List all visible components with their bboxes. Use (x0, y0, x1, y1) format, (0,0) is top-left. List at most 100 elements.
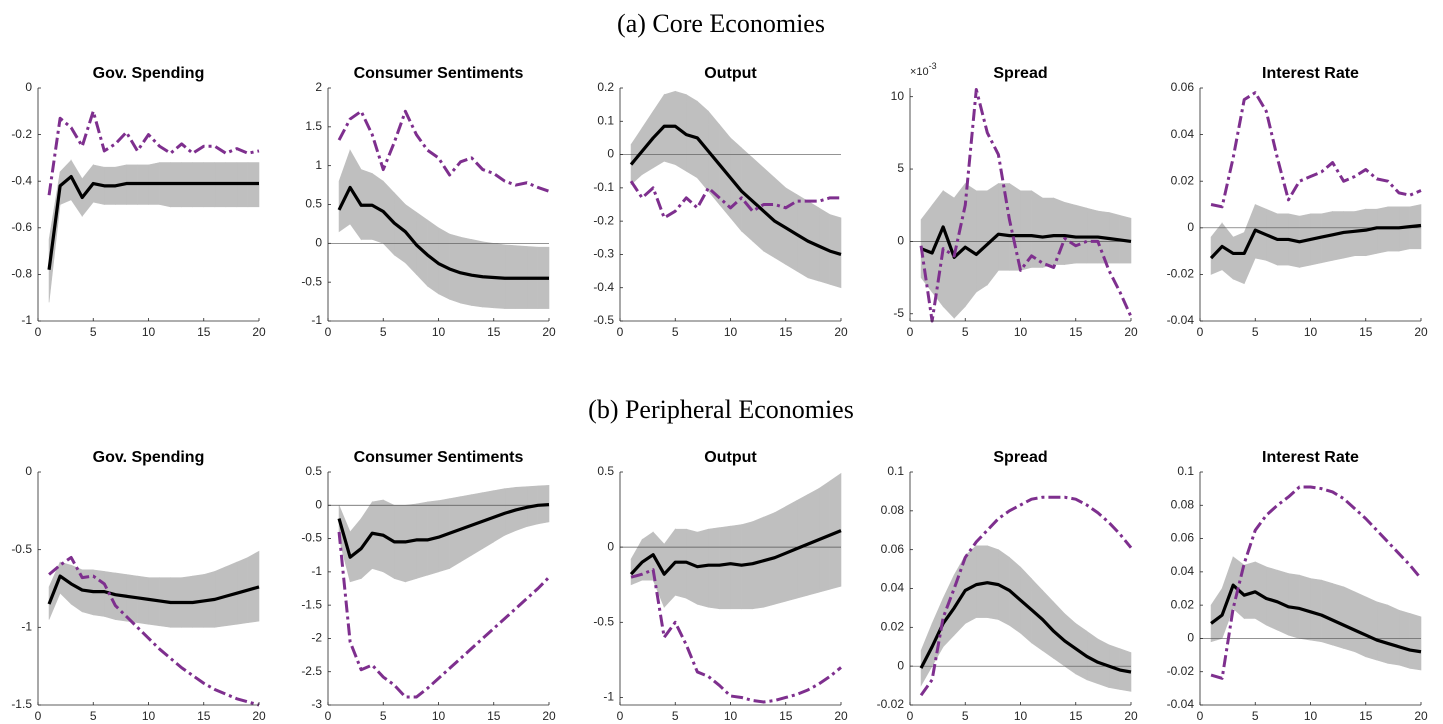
y-tick-label: 0.08 (881, 503, 905, 517)
x-tick-label: 0 (35, 325, 42, 339)
x-tick-label: 5 (672, 325, 679, 339)
section-title: (a) Core Economies (617, 9, 825, 38)
subplot-title: Gov. Spending (93, 449, 205, 466)
x-tick-label: 20 (1414, 709, 1428, 723)
x-tick-label: 10 (142, 709, 156, 723)
y-tick-label: 0.1 (887, 464, 904, 478)
y-tick-label: -0.6 (11, 220, 32, 234)
confidence-band (493, 242, 506, 309)
y-tick-label: -2 (311, 631, 322, 645)
y-tick-label: 10 (891, 89, 905, 103)
confidence-band (1387, 604, 1400, 666)
confidence-band (1042, 197, 1054, 268)
series-line (47, 174, 259, 270)
y-tick-label: 0.5 (597, 464, 614, 478)
subplot-title: Consumer Sentiments (354, 65, 524, 82)
y-tick-label: 0 (1187, 631, 1194, 645)
x-tick-label: 15 (197, 709, 211, 723)
x-tick-label: 20 (1124, 709, 1138, 723)
y-tick-label: 0.02 (1171, 173, 1195, 187)
x-tick-label: 10 (432, 325, 446, 339)
y-tick-label: -0.04 (1167, 697, 1195, 711)
y-tick-label: -3 (311, 697, 322, 711)
x-tick-label: 15 (487, 325, 501, 339)
confidence-band (1064, 201, 1077, 265)
confidence-band (1343, 586, 1355, 653)
y-tick-label: -0.04 (1167, 313, 1195, 327)
y-tick-label: 0.06 (1171, 80, 1195, 94)
y-scale-exponent: -3 (929, 61, 937, 71)
confidence-band (1310, 578, 1322, 643)
y-tick-label: -0.3 (593, 247, 614, 261)
y-tick-label: 0.5 (305, 464, 322, 478)
series-line (337, 109, 550, 193)
y-tick-label: 0.5 (305, 197, 322, 211)
x-tick-label: 10 (1014, 709, 1028, 723)
y-tick-label: -2.5 (301, 664, 322, 678)
y-tick-label: -0.5 (11, 542, 32, 556)
subplot-title: Interest Rate (1262, 449, 1359, 466)
x-tick-label: 20 (542, 325, 556, 339)
x-tick-label: 15 (779, 709, 793, 723)
y-tick-label: -0.5 (593, 614, 614, 628)
confidence-band (719, 525, 731, 610)
confidence-band (730, 524, 742, 610)
y-tick-label: 0 (607, 147, 614, 161)
y-tick-label: 0 (25, 464, 32, 478)
confidence-band (998, 183, 1010, 271)
y-tick-label: 0.1 (1177, 464, 1194, 478)
y-tick-label: -1 (603, 690, 614, 704)
confidence-band (482, 241, 495, 309)
x-tick-label: 10 (1304, 325, 1318, 339)
y-tick-label: 0.04 (881, 581, 905, 595)
y-tick-label: 1.5 (305, 119, 322, 133)
x-tick-label: 0 (325, 709, 332, 723)
y-tick-label: 5 (897, 161, 904, 175)
x-tick-label: 5 (672, 709, 679, 723)
section-title: (b) Peripheral Economies (588, 395, 854, 424)
subplot: Gov. Spending -1.5 -1 -0.5 0 0 5 10 15 20 (11, 449, 266, 723)
subplot: Interest Rate -0.04 -0.02 0 0.02 0.04 0.06 0.08… (1167, 449, 1428, 723)
series-line (47, 574, 260, 605)
confidence-band (1398, 609, 1411, 669)
x-tick-label: 5 (962, 325, 969, 339)
x-tick-label: 5 (90, 709, 97, 723)
series-line (47, 109, 260, 196)
y-tick-label: -0.8 (11, 267, 32, 281)
y-tick-label: -0.5 (301, 531, 322, 545)
confidence-band (1343, 211, 1355, 259)
y-tick-label: 0 (897, 234, 904, 248)
y-scale-label: ×10-3 (910, 61, 937, 78)
x-tick-label: 10 (1304, 709, 1318, 723)
y-tick-label: 0.2 (597, 80, 614, 94)
x-tick-label: 15 (779, 325, 793, 339)
series-line (1209, 223, 1422, 260)
series-line (337, 185, 549, 280)
y-tick-label: -0.1 (593, 180, 614, 194)
y-tick-label: -1 (311, 564, 322, 578)
confidence-band (1009, 182, 1021, 271)
subplot-title: Spread (993, 65, 1047, 82)
x-tick-label: 10 (142, 325, 156, 339)
y-tick-label: 0 (897, 658, 904, 672)
confidence-band (1376, 206, 1389, 254)
y-tick-label: -0.02 (1167, 267, 1195, 281)
x-tick-label: 10 (724, 325, 738, 339)
y-tick-label: -1 (21, 620, 32, 634)
x-tick-label: 0 (325, 325, 332, 339)
y-tick-label: -0.2 (593, 213, 614, 227)
series-line (920, 225, 1132, 259)
confidence-band (708, 527, 720, 610)
x-tick-label: 0 (907, 325, 914, 339)
x-tick-label: 0 (1197, 709, 1204, 723)
y-tick-label: -0.02 (877, 697, 905, 711)
y-tick-label: -1 (311, 313, 322, 327)
x-tick-label: 0 (617, 709, 624, 723)
x-tick-label: 5 (380, 325, 387, 339)
y-tick-label: -1.5 (301, 597, 322, 611)
x-tick-label: 15 (197, 325, 211, 339)
y-tick-label: 0 (607, 539, 614, 553)
